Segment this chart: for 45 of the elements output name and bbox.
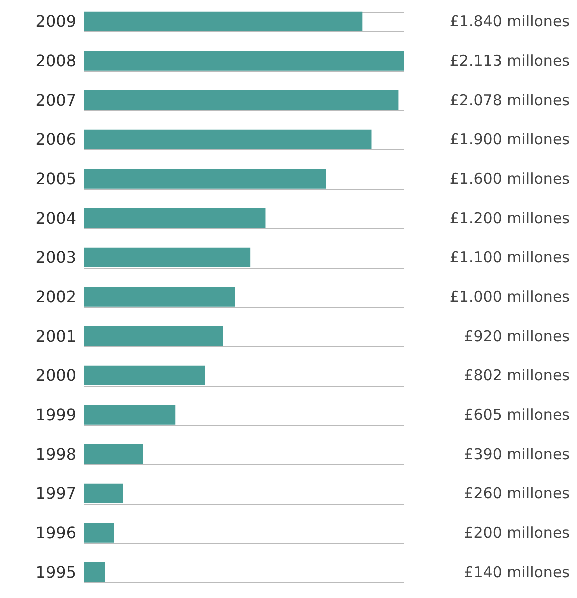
y-tick-label: 2004 [36,208,76,228]
bar [84,90,399,110]
y-tick-label: 2006 [36,130,76,150]
data-label: £2.078 millones [450,91,570,110]
bar [84,523,114,543]
bar [84,287,236,307]
bar [84,12,363,32]
y-tick-label: 2009 [36,12,76,32]
y-tick-label: 2007 [36,90,76,110]
bar [84,169,326,189]
bar [84,562,106,582]
data-label: £1.200 millones [450,209,570,228]
bar [84,248,251,268]
bar [84,405,176,425]
data-label: £1.000 millones [450,288,570,306]
bar [84,130,372,150]
bar [84,208,266,228]
y-tick-label: 2008 [36,52,76,70]
bar [84,326,224,346]
bar [84,484,124,504]
y-tick-label: 1998 [36,444,76,464]
data-label: £200 millones [464,524,570,542]
data-label: £1.840 millones [450,12,570,31]
data-label: £1.600 millones [450,170,570,188]
bar [84,366,206,386]
data-label: £140 millones [464,563,570,582]
data-label: £605 millones [464,406,570,424]
data-label: £920 millones [464,327,570,346]
y-tick-label: 2005 [36,170,76,188]
data-label: £2.113 millones [450,52,570,70]
bar [84,444,144,464]
data-label: £1.100 millones [450,248,570,267]
y-tick-label: 1996 [36,524,76,542]
y-tick-label: 1999 [36,406,76,424]
y-tick-label: 1995 [36,562,76,582]
data-label: £1.900 millones [450,130,570,149]
y-tick-label: 2000 [36,366,76,386]
data-label: £802 millones [464,366,570,385]
y-tick-label: 1997 [36,484,76,504]
y-tick-label: 2001 [36,326,76,346]
data-label: £260 millones [464,484,570,503]
data-label: £390 millones [464,445,570,464]
bar [84,51,404,71]
y-tick-label: 2002 [36,288,76,306]
y-tick-label: 2003 [36,248,76,268]
